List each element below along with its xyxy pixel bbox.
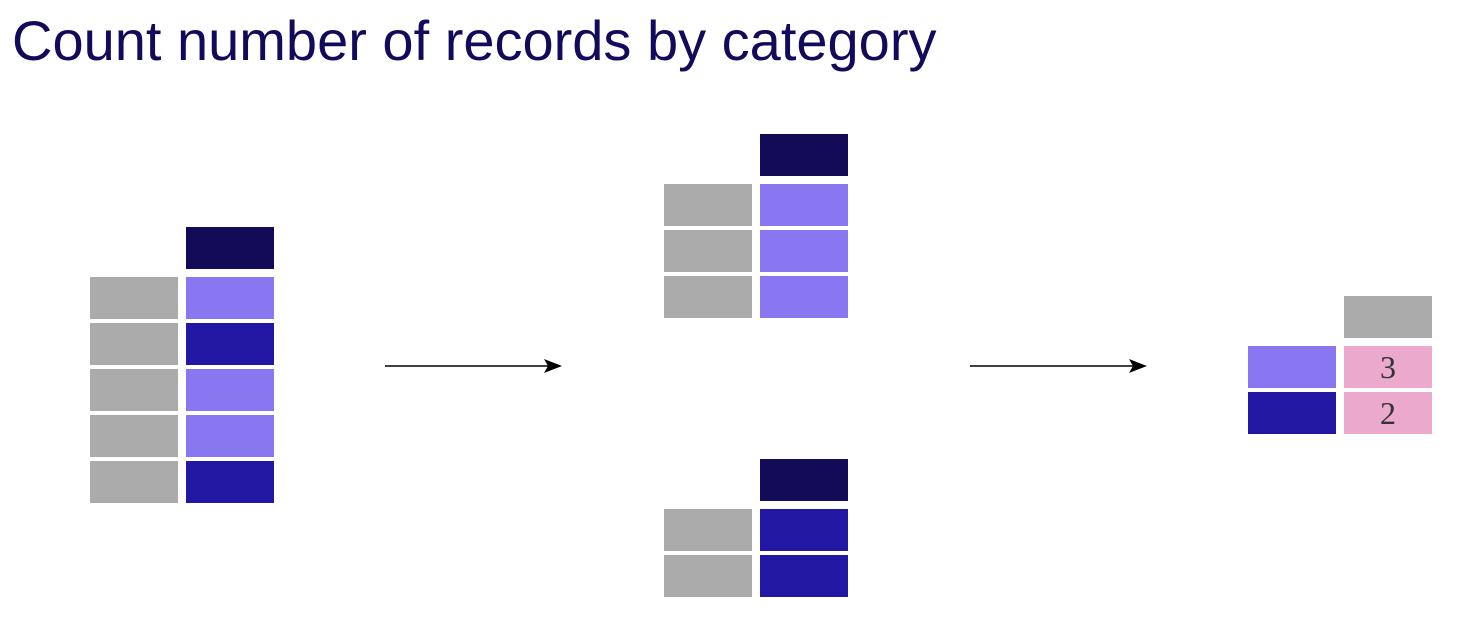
input-category-cell xyxy=(186,323,274,365)
input-key-cell xyxy=(90,323,178,365)
input-key-cell xyxy=(90,369,178,411)
input-category-cell xyxy=(186,369,274,411)
group-category-cell xyxy=(760,509,848,551)
input-key-cell xyxy=(90,277,178,319)
group-category-cell xyxy=(760,184,848,226)
result-category-cell xyxy=(1248,346,1336,388)
group-header-cell xyxy=(760,134,848,176)
combine-arrow-icon xyxy=(969,356,1149,376)
result-count-cell: 2 xyxy=(1344,392,1432,434)
group-key-cell xyxy=(664,555,752,597)
input-category-cell xyxy=(186,461,274,503)
group-key-cell xyxy=(664,184,752,226)
split-arrow-icon xyxy=(384,356,564,376)
input-key-cell xyxy=(90,415,178,457)
group-header-cell xyxy=(760,459,848,501)
input-header-cell xyxy=(186,227,274,269)
result-header-cell xyxy=(1344,296,1432,338)
input-key-cell xyxy=(90,461,178,503)
input-category-cell xyxy=(186,277,274,319)
group-key-cell xyxy=(664,276,752,318)
group-key-cell xyxy=(664,509,752,551)
page-title: Count number of records by category xyxy=(12,9,937,72)
group-key-cell xyxy=(664,230,752,272)
group-category-cell xyxy=(760,555,848,597)
group-category-cell xyxy=(760,276,848,318)
group-category-cell xyxy=(760,230,848,272)
result-count-cell: 3 xyxy=(1344,346,1432,388)
input-category-cell xyxy=(186,415,274,457)
result-category-cell xyxy=(1248,392,1336,434)
